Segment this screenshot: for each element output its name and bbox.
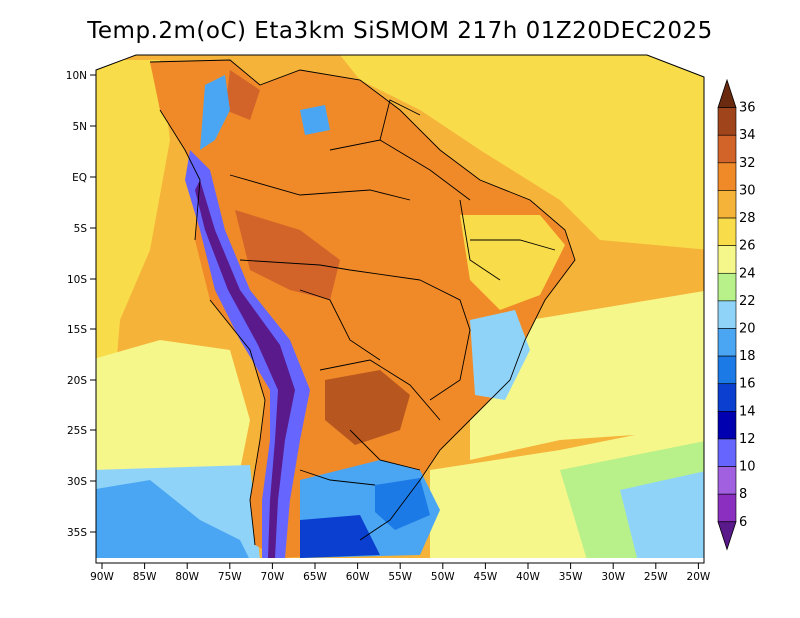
colorbar-swatch <box>717 466 737 495</box>
lon-label: 65W <box>303 571 327 583</box>
ocean-south-atlantic-mild <box>470 290 704 460</box>
colorbar-label: 30 <box>739 183 756 198</box>
colorbar-swatch <box>717 300 737 329</box>
colorbar-swatch <box>717 245 737 274</box>
colorbar-label: 6 <box>739 515 747 530</box>
lat-label: 20S <box>67 375 87 387</box>
colorbar-swatch <box>717 411 737 440</box>
lon-label: 40W <box>516 571 540 583</box>
map-title: Temp.2m(oC) Eta3km SiSMOM 217h 01Z20DEC2… <box>87 18 713 44</box>
ocean-south-pacific-mild <box>96 340 250 470</box>
ocean-pacific-west <box>96 60 170 450</box>
lat-label: 35S <box>67 527 87 539</box>
land-patagonia-cold <box>300 515 380 558</box>
lat-label: 5N <box>72 121 87 133</box>
lat-label: 25S <box>67 425 87 437</box>
longitude-axis: 90W 85W 80W 75W 70W 65W 60W 55W 50W 45W 40W 35W 30W 2… <box>90 563 711 583</box>
lon-label: 85W <box>133 571 157 583</box>
colorbar-label: 18 <box>739 349 756 364</box>
land-northeast-warm <box>460 215 565 310</box>
colorbar-label: 10 <box>739 460 756 475</box>
lon-label: 30W <box>601 571 625 583</box>
venezuela-highland-cold <box>300 105 330 135</box>
lon-label: 55W <box>388 571 412 583</box>
lon-label: 90W <box>90 571 114 583</box>
colorbar-label: 8 <box>739 487 747 502</box>
colorbar: 6 8 10 12 14 16 18 20 22 24 26 28 30 32 34 36 <box>717 78 756 551</box>
south-america-land <box>150 60 575 558</box>
lon-label: 75W <box>218 571 242 583</box>
latitude-axis: 10N 5N EQ 5S 10S 15S 20S 25S 30S 35S <box>66 70 96 539</box>
colorbar-label: 36 <box>739 101 756 116</box>
lat-label: 30S <box>67 476 87 488</box>
lat-label: 10S <box>67 274 87 286</box>
andes-very-cold-core <box>195 180 295 558</box>
colorbar-label: 32 <box>739 156 756 171</box>
colorbar-swatch <box>717 355 737 385</box>
colorbar-swatch <box>717 438 737 467</box>
colorbar-swatch <box>717 383 737 412</box>
ocean-south-pacific-colder <box>96 480 250 558</box>
colorbar-swatch <box>717 272 737 302</box>
lat-label: EQ <box>72 172 87 184</box>
ocean-southeast-cold <box>620 470 704 558</box>
land-very-hot-paraguay <box>325 370 410 445</box>
colorbar-swatch <box>717 107 737 136</box>
colorbar-swatch <box>717 493 737 523</box>
colorbar-swatch <box>717 217 737 246</box>
colorbar-label: 26 <box>739 239 756 254</box>
lon-label: 80W <box>175 571 199 583</box>
lon-label: 45W <box>474 571 498 583</box>
colorbar-label: 16 <box>739 377 756 392</box>
land-very-hot-north <box>225 70 260 120</box>
colorbar-label: 20 <box>739 322 756 337</box>
lon-label: 70W <box>261 571 285 583</box>
lon-label: 50W <box>431 571 455 583</box>
lat-label: 5S <box>74 223 88 235</box>
colorbar-bottom-arrow <box>717 521 737 551</box>
colorbar-swatch <box>717 190 737 219</box>
colorbar-label: 22 <box>739 294 756 309</box>
ocean-north-atlantic <box>340 55 704 250</box>
colorbar-swatch <box>717 162 737 191</box>
colorbar-label: 34 <box>739 128 756 143</box>
colorbar-swatch <box>717 328 737 357</box>
land-very-hot-amazon <box>235 210 340 300</box>
colorbar-label: 24 <box>739 266 756 281</box>
lat-label: 10N <box>66 70 87 82</box>
andes-north-cold <box>200 75 230 150</box>
colorbar-swatch <box>717 134 737 164</box>
lat-label: 15S <box>67 324 87 336</box>
lon-label: 60W <box>346 571 370 583</box>
lon-label: 25W <box>644 571 668 583</box>
country-borders <box>149 59 576 546</box>
lon-label: 20W <box>687 571 711 583</box>
land-southeast-cool <box>470 310 530 400</box>
colorbar-label: 12 <box>739 432 756 447</box>
colorbar-top-arrow <box>717 78 737 109</box>
map-plot-area <box>96 55 704 558</box>
lon-label: 35W <box>559 571 583 583</box>
colorbar-label: 28 <box>739 211 756 226</box>
colorbar-label: 14 <box>739 404 756 419</box>
map-frame <box>95 54 705 564</box>
